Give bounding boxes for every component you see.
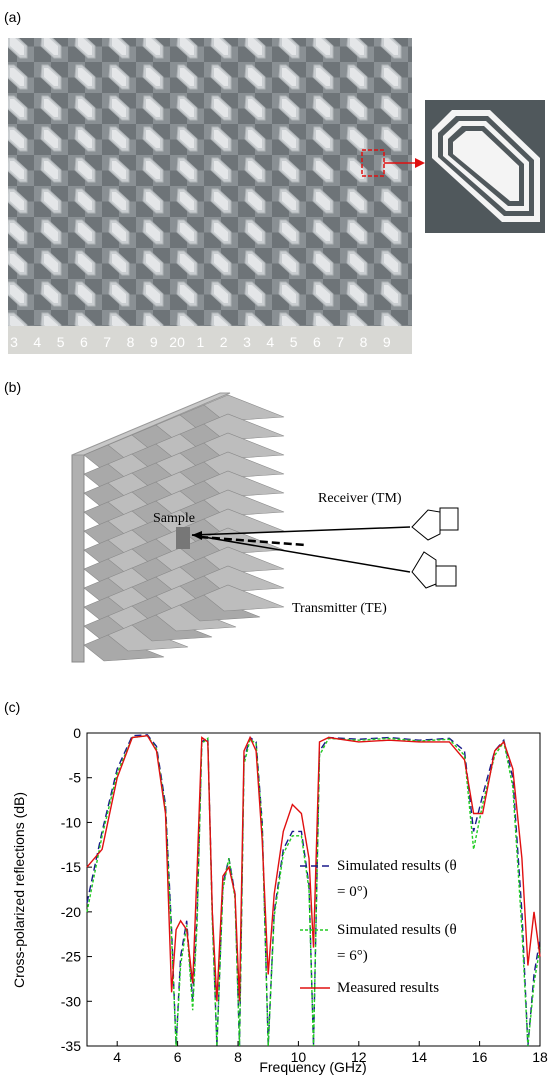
y-tick-label: -30 [61, 993, 81, 1009]
series-line [87, 735, 540, 1046]
panel-label: (c) [4, 699, 20, 715]
ruler-digit: 7 [103, 334, 111, 350]
y-tick-label: -10 [61, 814, 81, 830]
panel-label: (a) [4, 9, 21, 25]
panel-label: (b) [4, 379, 21, 395]
ruler-digit: 8 [360, 334, 368, 350]
ruler-digit: 4 [266, 334, 274, 350]
y-tick-label: -35 [61, 1038, 81, 1054]
ruler-digit: 4 [33, 334, 41, 350]
transmitter-horn [412, 552, 436, 588]
y-tick-label: -5 [69, 770, 82, 786]
series-line [87, 736, 540, 1002]
x-tick-label: 12 [351, 1049, 367, 1065]
ruler-digit: 6 [80, 334, 88, 350]
x-tick-label: 14 [411, 1049, 427, 1065]
y-axis-title: Cross-polarized reflections (dB) [11, 792, 27, 988]
x-tick-label: 4 [113, 1049, 121, 1065]
label: Sample [153, 511, 195, 526]
x-tick-label: 8 [234, 1049, 242, 1065]
ruler-digit: 1 [197, 334, 205, 350]
transmitter-body [436, 566, 456, 586]
ruler-digit: 3 [243, 334, 251, 350]
label: Receiver (TM) [318, 491, 402, 506]
receiver-horn [412, 510, 440, 540]
figure: (a) (b) Sample Receiver (TM) Transmitter… [0, 0, 553, 1078]
arrow-head [415, 158, 425, 168]
y-tick-label: -25 [61, 949, 81, 965]
ruler-digit: 6 [313, 334, 321, 350]
ruler-digit: 5 [290, 334, 298, 350]
x-tick-label: 18 [532, 1049, 548, 1065]
legend-label: Simulated results (θ = 0°) [337, 853, 462, 905]
series-line [87, 736, 540, 1046]
label: Transmitter (TE) [292, 601, 387, 616]
legend-label: Simulated results (θ = 6°) [337, 917, 462, 969]
y-tick-label: 0 [73, 725, 81, 741]
ruler-digit: 3 [10, 334, 18, 350]
x-tick-label: 10 [291, 1049, 307, 1065]
ruler-digit: 5 [57, 334, 65, 350]
receiver-body [440, 508, 458, 530]
sample [176, 527, 190, 549]
x-tick-label: 16 [472, 1049, 488, 1065]
ruler-digit: 9 [383, 334, 391, 350]
ruler-digit: 2 [220, 334, 228, 350]
ruler-digit: 20 [169, 334, 185, 350]
x-tick-label: 6 [174, 1049, 182, 1065]
photo [8, 38, 412, 354]
y-tick-label: -20 [61, 904, 81, 920]
plot-frame [87, 733, 540, 1046]
ruler-digit: 7 [336, 334, 344, 350]
ruler [8, 326, 412, 354]
y-tick-label: -15 [61, 859, 81, 875]
figure-svg: (a) (b) Sample Receiver (TM) Transmitter… [0, 0, 553, 1078]
ruler-digit: 8 [127, 334, 135, 350]
ruler-digit: 9 [150, 334, 158, 350]
legend-label: Measured results [337, 975, 462, 1001]
